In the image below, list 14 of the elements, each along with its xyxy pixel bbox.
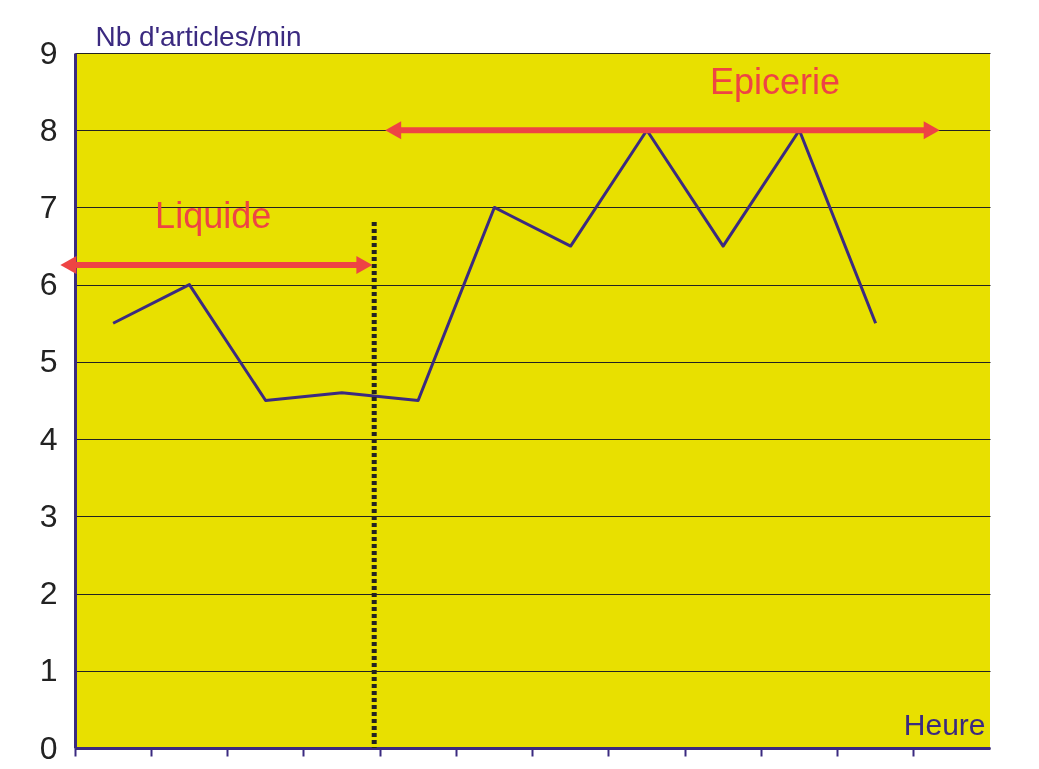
annotation: Epicerie [709, 60, 841, 102]
y-axis-title: Nb d'articles/min [95, 20, 302, 52]
y-tick-label: 7 [39, 188, 58, 225]
y-tick-label: 2 [39, 575, 58, 612]
y-tick-label: 6 [39, 266, 58, 303]
y-tick-label: 1 [39, 652, 58, 689]
y-tick-label: 0 [39, 729, 58, 766]
y-tick-label: 4 [39, 420, 58, 457]
y-tick-label: 8 [39, 111, 58, 148]
y-tick-label: 9 [39, 34, 58, 71]
x-axis-title: Heure [903, 707, 986, 741]
y-tick-label: 5 [39, 343, 58, 380]
annotation: Liquide [155, 195, 272, 237]
y-tick-label: 3 [39, 497, 58, 534]
